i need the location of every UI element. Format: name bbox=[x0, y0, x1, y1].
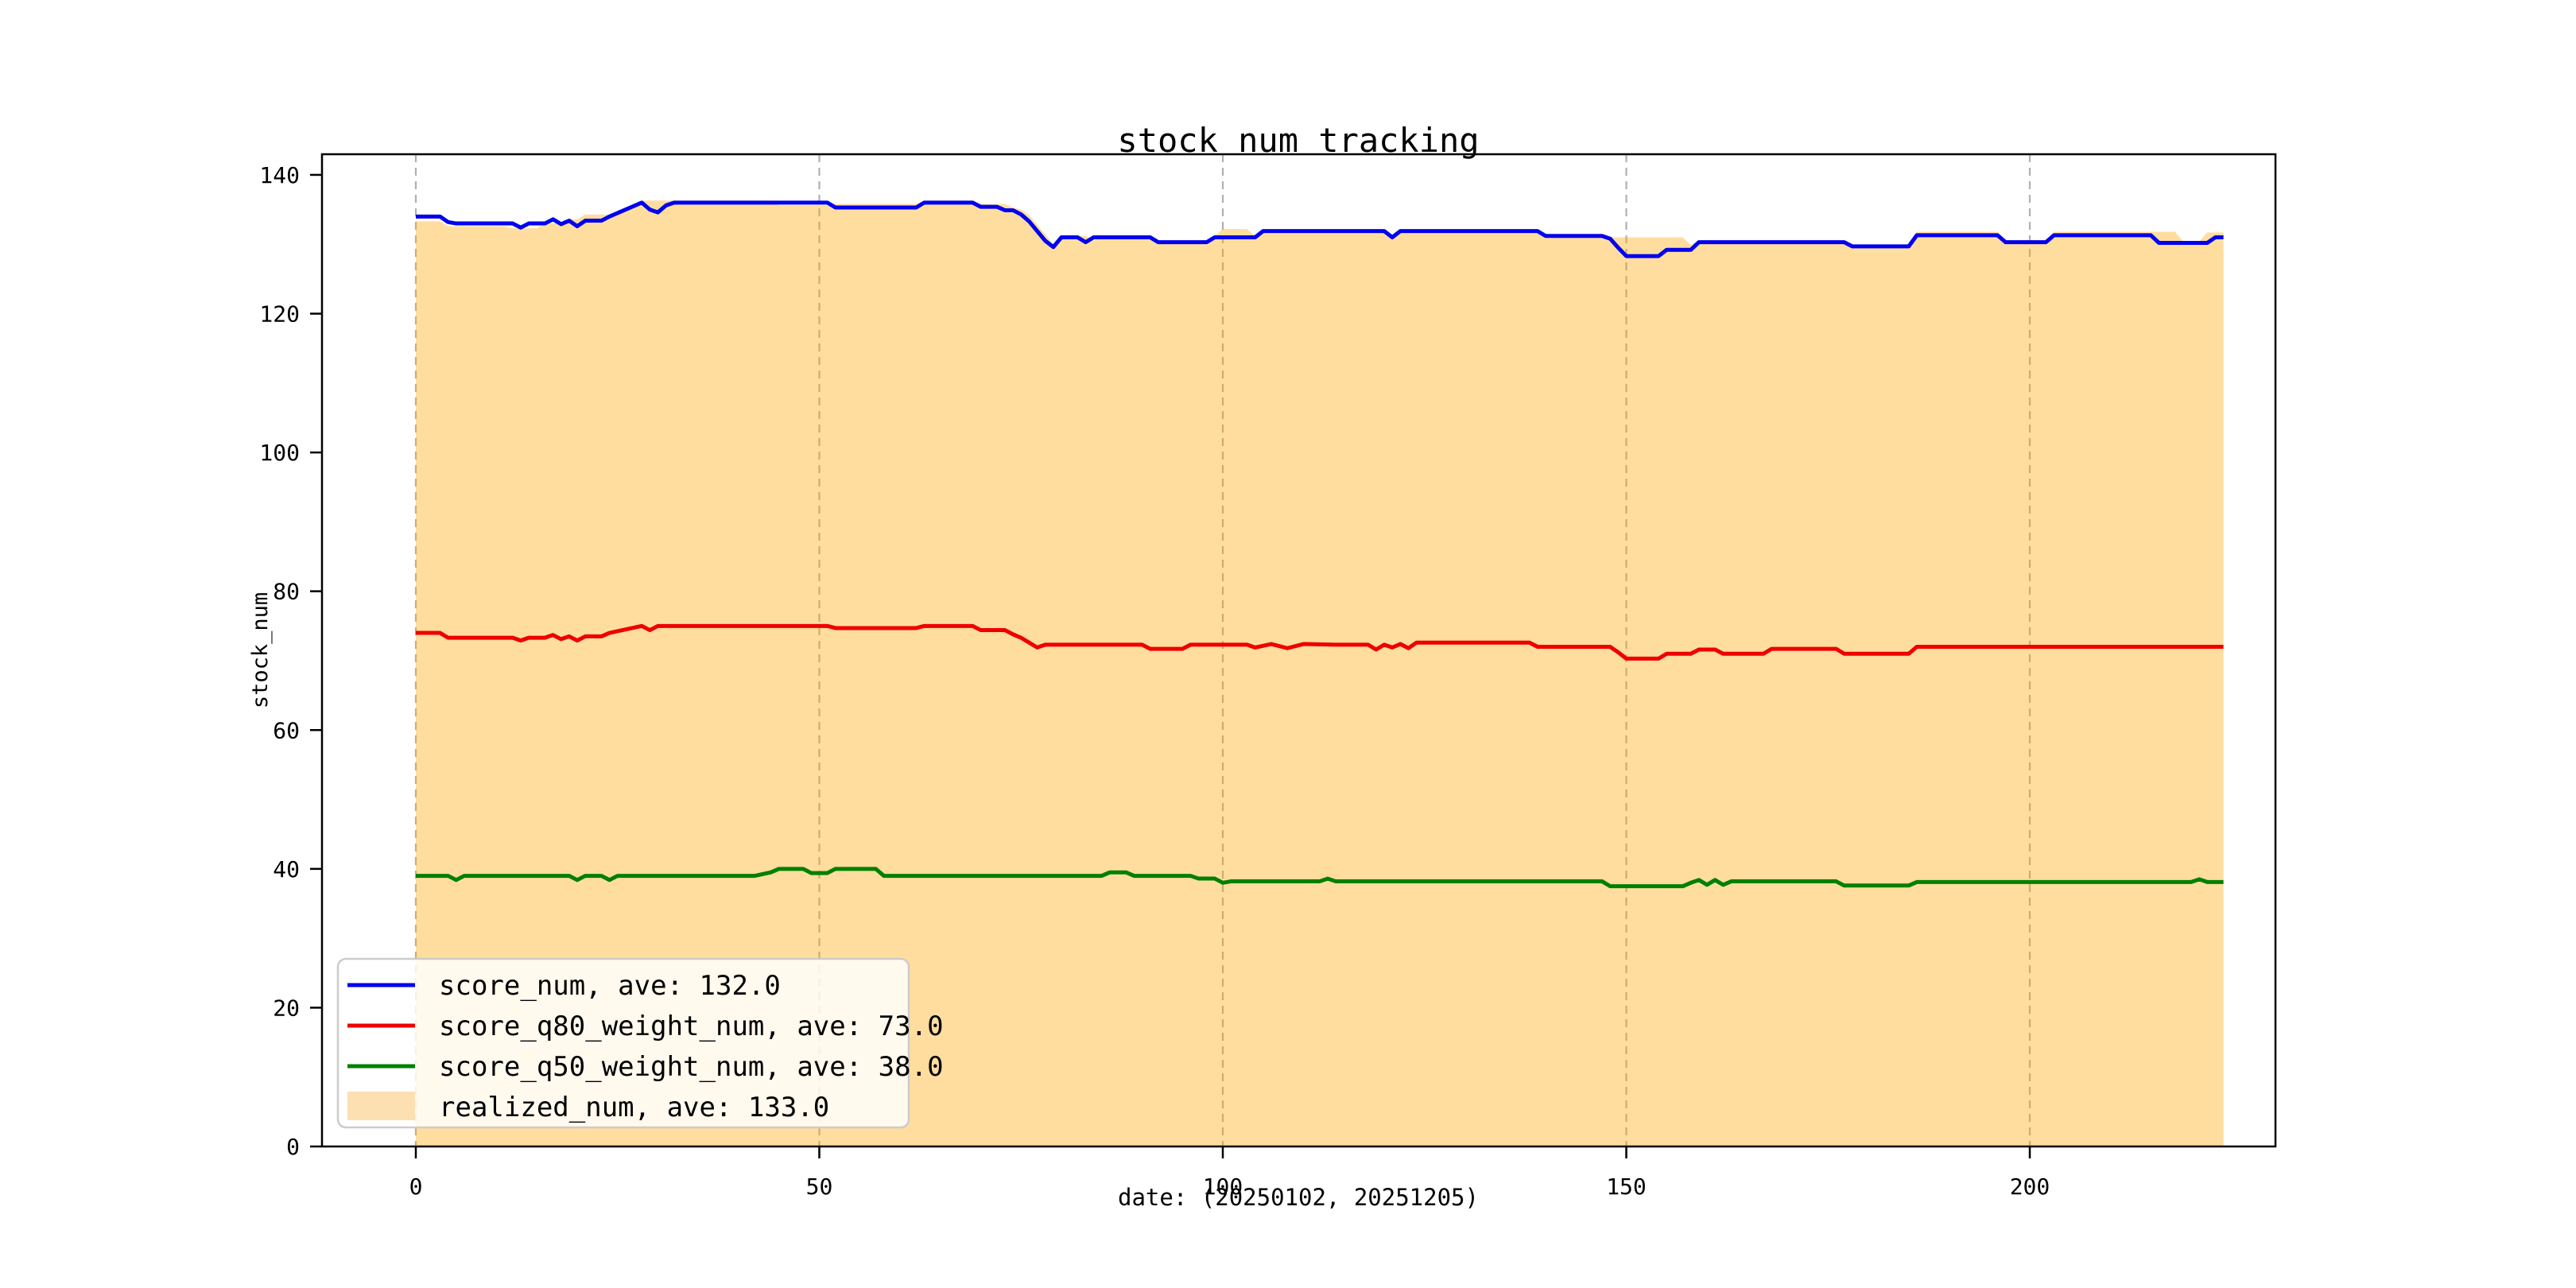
x-tick-label-50: 50 bbox=[806, 1174, 833, 1200]
y-tick-label-40: 40 bbox=[273, 856, 300, 883]
series-lines bbox=[416, 200, 2224, 889]
legend-label-score-num: score_num, ave: 132.0 bbox=[439, 970, 781, 1002]
plot-frame bbox=[320, 153, 2277, 1148]
y-axis-label: stock_num bbox=[248, 592, 273, 708]
x-tick-label-100: 100 bbox=[1203, 1174, 1243, 1200]
legend-swatch-realized-num bbox=[347, 1092, 415, 1120]
y-tick-label-100: 100 bbox=[259, 440, 300, 466]
y-tick-label-20: 20 bbox=[273, 995, 300, 1021]
legend-box bbox=[336, 957, 910, 1129]
chart-title: stock num tracking bbox=[1117, 121, 1479, 160]
legend-label-score-q80-weight-num: score_q80_weight_num, ave: 73.0 bbox=[439, 1011, 944, 1042]
x-tick-label-200: 200 bbox=[2010, 1174, 2050, 1200]
realized-num-area bbox=[416, 200, 2224, 1146]
y-tick-label-80: 80 bbox=[273, 579, 300, 605]
y-tick-label-140: 140 bbox=[259, 162, 300, 188]
score_q80_weight_num-line bbox=[416, 623, 2224, 661]
x-axis-label: date: (20250102, 20251205) bbox=[1118, 1184, 1479, 1211]
realized_num-fill bbox=[416, 200, 2224, 1146]
y-tick-label-60: 60 bbox=[273, 717, 300, 743]
y-tick-label-120: 120 bbox=[259, 301, 300, 328]
x-tick-label-150: 150 bbox=[1606, 1174, 1647, 1200]
tick-labels: 0 20 40 60 80 100 120 140 0 50 100 150 200 bbox=[259, 162, 2050, 1200]
score_q50_weight_num-line bbox=[416, 867, 2224, 889]
x-tick-label-0: 0 bbox=[409, 1174, 423, 1200]
axes bbox=[310, 153, 2277, 1158]
score_num-line bbox=[416, 200, 2224, 258]
legend: score_num, ave: 132.0 score_q80_weight_n… bbox=[336, 957, 944, 1129]
legend-label-score-q50-weight-num: score_q50_weight_num, ave: 38.0 bbox=[439, 1051, 944, 1083]
y-tick-label-0: 0 bbox=[286, 1134, 300, 1160]
legend-label-realized-num: realized_num, ave: 133.0 bbox=[439, 1092, 829, 1123]
